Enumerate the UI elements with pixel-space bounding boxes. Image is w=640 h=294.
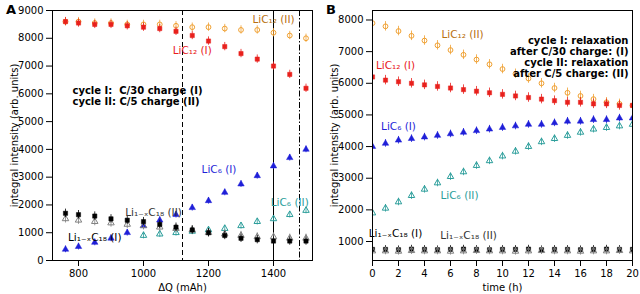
svg-text:6: 6 xyxy=(447,268,453,279)
svg-text:1000: 1000 xyxy=(18,227,43,238)
svg-text:16: 16 xyxy=(574,268,587,279)
svg-text:9000: 9000 xyxy=(18,5,43,16)
svg-text:Li₁₋ₓC₁₈ (I): Li₁₋ₓC₁₈ (I) xyxy=(68,231,122,243)
svg-text:LiC₆ (I): LiC₆ (I) xyxy=(381,120,416,132)
svg-text:Li₁₋ₓC₁₈ (II): Li₁₋ₓC₁₈ (II) xyxy=(125,206,182,218)
svg-text:LiC₆ (II): LiC₆ (II) xyxy=(440,189,478,201)
html-text:A: A xyxy=(6,2,17,17)
svg-text:LiC₁₂ (II): LiC₁₂ (II) xyxy=(252,13,294,25)
svg-text:LiC₆ (I): LiC₆ (I) xyxy=(202,163,237,175)
svg-text:14: 14 xyxy=(548,268,561,279)
svg-text:4000: 4000 xyxy=(18,144,43,155)
svg-text:8000: 8000 xyxy=(18,32,43,43)
svg-text:LiC₁₂ (I): LiC₁₂ (I) xyxy=(376,59,415,71)
svg-text:3000: 3000 xyxy=(338,172,363,183)
svg-text:20: 20 xyxy=(626,268,639,279)
svg-text:cycle I: C/30 charge (I)cycle: cycle I: C/30 charge (I)cycle II: C/5 ch… xyxy=(73,85,203,107)
svg-text:12: 12 xyxy=(522,268,535,279)
svg-text:1000: 1000 xyxy=(131,268,156,279)
svg-text:1200: 1200 xyxy=(196,268,221,279)
svg-text:10: 10 xyxy=(496,268,509,279)
svg-text:7000: 7000 xyxy=(338,46,363,57)
svg-text:2000: 2000 xyxy=(18,199,43,210)
svg-text:0: 0 xyxy=(369,268,375,279)
svg-text:7000: 7000 xyxy=(18,60,43,71)
svg-text:Li₁₋ₓC₁₈ (I): Li₁₋ₓC₁₈ (I) xyxy=(369,227,423,239)
svg-text:cycle I: relaxationafter C/30: cycle I: relaxationafter C/30 charge: (I… xyxy=(510,35,628,79)
svg-text:integral intensity (arb. units: integral intensity (arb. units) xyxy=(329,64,340,208)
svg-text:18: 18 xyxy=(600,268,613,279)
svg-text:8000: 8000 xyxy=(338,14,363,25)
svg-text:6000: 6000 xyxy=(338,77,363,88)
svg-text:LiC₆ (II): LiC₆ (II) xyxy=(271,196,309,208)
svg-text:1400: 1400 xyxy=(261,268,286,279)
svg-text:LiC₁₂ (II): LiC₁₂ (II) xyxy=(441,28,483,40)
svg-text:4000: 4000 xyxy=(338,141,363,152)
svg-text:LiC₁₂ (I): LiC₁₂ (I) xyxy=(173,44,212,56)
html-text:B: B xyxy=(326,2,336,17)
svg-text:4: 4 xyxy=(421,268,427,279)
svg-text:integral intensity (arb. units: integral intensity (arb. units) xyxy=(9,64,20,208)
svg-text:2000: 2000 xyxy=(338,204,363,215)
svg-text:6000: 6000 xyxy=(18,88,43,99)
svg-text:8: 8 xyxy=(473,268,479,279)
svg-text:time (h): time (h) xyxy=(483,282,523,293)
svg-text:5000: 5000 xyxy=(338,109,363,120)
svg-text:800: 800 xyxy=(69,268,88,279)
svg-text:2: 2 xyxy=(395,268,401,279)
svg-text:0: 0 xyxy=(37,255,43,266)
svg-text:1000: 1000 xyxy=(338,236,363,247)
svg-text:ΔQ (mAh): ΔQ (mAh) xyxy=(158,282,207,293)
svg-text:Li₁₋ₓC₁₈ (II): Li₁₋ₓC₁₈ (II) xyxy=(440,229,497,241)
svg-text:5000: 5000 xyxy=(18,116,43,127)
svg-text:3000: 3000 xyxy=(18,171,43,182)
